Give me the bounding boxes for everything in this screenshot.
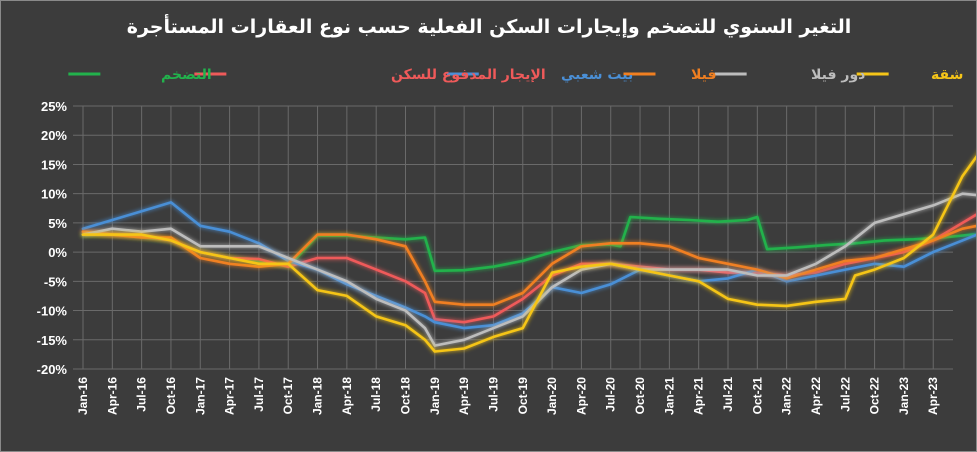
x-tick-label: Apr-22 bbox=[809, 377, 823, 415]
x-tick-label: Jan-18 bbox=[311, 377, 325, 415]
y-tick-label: 25% bbox=[41, 99, 67, 114]
y-tick-label: 10% bbox=[41, 187, 67, 202]
y-tick-label: -20% bbox=[37, 362, 68, 377]
x-tick-label: Oct-22 bbox=[868, 377, 882, 415]
y-tick-label: -5% bbox=[44, 274, 68, 289]
x-tick-label: Jan-16 bbox=[76, 377, 90, 415]
x-tick-label: Jul-20 bbox=[604, 377, 618, 412]
legend-label-4: دور فيلا bbox=[811, 67, 865, 83]
x-tick-label: Jul-16 bbox=[135, 377, 149, 412]
legend-label-0: التضخم bbox=[161, 67, 212, 83]
y-tick-label: 0% bbox=[48, 245, 67, 260]
x-tick-label: Jul-19 bbox=[486, 377, 500, 412]
series-line-5 bbox=[81, 155, 976, 353]
y-tick-label: 20% bbox=[41, 128, 67, 143]
x-tick-label: Oct-20 bbox=[633, 377, 647, 415]
x-tick-label: Apr-17 bbox=[223, 377, 237, 415]
legend: شقة دور فيلا فيلا بيت شعبي الإيجار المدفوع ل… bbox=[68, 67, 963, 83]
x-tick-label: Oct-17 bbox=[281, 377, 295, 415]
x-tick-label: Jul-21 bbox=[721, 377, 735, 412]
legend-label-3: فيلا bbox=[691, 67, 717, 83]
x-tick-label: Jan-19 bbox=[428, 377, 442, 415]
x-tick-label: Apr-19 bbox=[457, 377, 471, 415]
series-line-3 bbox=[81, 224, 976, 307]
chart-title: التغير السنوي للتضخم وإيجارات السكن الفع… bbox=[127, 14, 852, 39]
x-tick-label: Oct-21 bbox=[750, 377, 764, 415]
y-tick-label: 15% bbox=[41, 157, 67, 172]
plot-lines bbox=[81, 155, 976, 353]
x-tick-label: Apr-23 bbox=[926, 377, 940, 415]
x-tick-label: Apr-20 bbox=[574, 377, 588, 415]
grid bbox=[73, 105, 953, 370]
y-tick-label: -10% bbox=[37, 304, 68, 319]
x-tick-label: Jan-17 bbox=[193, 377, 207, 415]
x-tick-label: Apr-18 bbox=[340, 377, 354, 415]
x-tick-label: Jul-22 bbox=[838, 377, 852, 412]
x-tick-label: Jan-21 bbox=[662, 377, 676, 415]
legend-label-5: شقة bbox=[931, 67, 963, 83]
x-tick-label: Apr-16 bbox=[105, 377, 119, 415]
x-tick-label: Jul-18 bbox=[369, 377, 383, 412]
series-line-1 bbox=[81, 213, 976, 324]
x-tick-label: Oct-16 bbox=[164, 377, 178, 415]
legend-label-2: بيت شعبي bbox=[561, 67, 633, 83]
x-tick-label: Jan-23 bbox=[897, 377, 911, 415]
y-tick-label: -15% bbox=[37, 333, 68, 348]
legend-label-1: الإيجار المدفوع للسكن bbox=[391, 67, 546, 83]
x-tick-label: Jan-20 bbox=[545, 377, 559, 415]
x-tick-label: Jul-17 bbox=[252, 377, 266, 412]
y-axis: 25% 20% 15% 10% 5% 0% -5% -10% -15% -20% bbox=[37, 99, 68, 377]
x-tick-label: Oct-18 bbox=[399, 377, 413, 415]
y-tick-label: 5% bbox=[48, 216, 67, 231]
x-axis: Jan-16 Apr-16 Jul-16 Oct-16 Jan-17 Apr-17 Jul-… bbox=[76, 377, 940, 415]
x-tick-label: Jan-22 bbox=[780, 377, 794, 415]
x-tick-label: Oct-19 bbox=[516, 377, 530, 415]
x-tick-label: Apr-21 bbox=[692, 377, 706, 415]
